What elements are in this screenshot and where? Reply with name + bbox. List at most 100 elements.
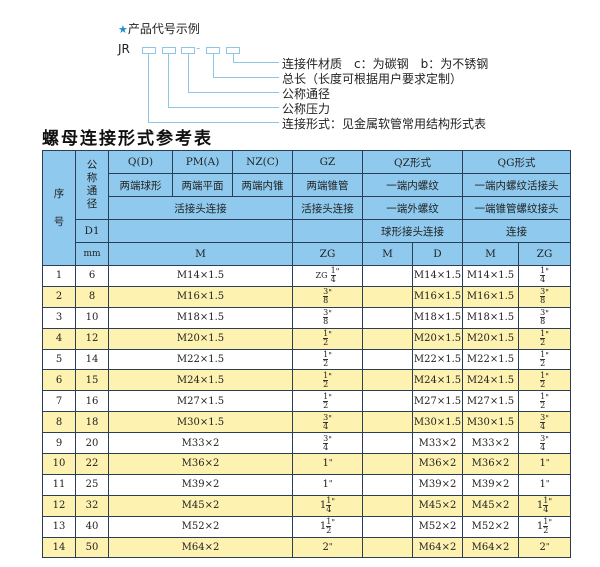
cell-qz-d: M18×1.5 bbox=[412, 306, 463, 329]
cell-qg-zg: 3 4 " bbox=[518, 432, 571, 455]
cell-qz-d: M33×2 bbox=[412, 432, 463, 455]
cell-qz-d: M27×1.5 bbox=[412, 390, 463, 413]
cell-m: M14×1.5 bbox=[108, 265, 293, 287]
cell-zg: 3 4 " bbox=[292, 432, 363, 455]
cell-m: M30×1.5 bbox=[108, 411, 293, 434]
cell-dn: 12 bbox=[75, 327, 109, 350]
label-pressure: 公称压力 bbox=[282, 102, 331, 116]
cell-qg-m: M27×1.5 bbox=[462, 390, 519, 413]
header-unit: ZG bbox=[518, 242, 571, 266]
header-ends: 一端内螺纹活接头 bbox=[462, 173, 571, 197]
cell-qz-m bbox=[362, 453, 413, 475]
cell-no: 3 bbox=[42, 306, 76, 329]
cell-dn: 18 bbox=[75, 411, 109, 434]
cell-qg-zg: 1 2 " bbox=[518, 327, 571, 350]
code-box bbox=[226, 47, 240, 54]
header-unit: mm bbox=[75, 242, 109, 266]
header-ends: 两端锥管 bbox=[292, 173, 363, 197]
cell-qg-m: M52×2 bbox=[462, 515, 519, 538]
cell-qg-m: M64×2 bbox=[462, 536, 519, 559]
cell-qg-zg: 1 2 " bbox=[518, 348, 571, 371]
cell-dn: 14 bbox=[75, 348, 109, 371]
header-conn: 一端外螺纹 bbox=[362, 196, 463, 220]
table-row: 5 14 M22×1.5 1 2 " M22×1.5 M22×1.5 1 2 " bbox=[42, 348, 571, 371]
cell-no: 6 bbox=[42, 369, 76, 392]
code-box bbox=[206, 47, 220, 54]
cell-no: 10 bbox=[42, 453, 76, 475]
cell-no: 9 bbox=[42, 432, 76, 455]
cell-dn: 6 bbox=[75, 265, 109, 287]
cell-m: M45×2 bbox=[108, 494, 293, 517]
cell-dn: 10 bbox=[75, 306, 109, 329]
cell-zg: 1" bbox=[292, 453, 363, 475]
cell-zg: 2" bbox=[292, 536, 363, 559]
cell-no: 5 bbox=[42, 348, 76, 371]
cell-qz-d: M64×2 bbox=[412, 536, 463, 559]
code-box bbox=[181, 47, 195, 54]
table-row: 3 10 M18×1.5 3 8 " M18×1.5 M18×1.5 3 8 " bbox=[42, 306, 571, 329]
cell-zg: 1 1 4 " bbox=[292, 494, 363, 517]
cell-zg: 1 2 " bbox=[292, 390, 363, 413]
header-type: QZ形式 bbox=[362, 150, 463, 174]
cell-zg: 3 8 " bbox=[292, 285, 363, 308]
cell-qz-m bbox=[362, 494, 413, 517]
code-box bbox=[142, 47, 156, 54]
cell-qz-m bbox=[362, 327, 413, 350]
header-unit: ZG bbox=[292, 242, 363, 266]
cell-qg-m: M24×1.5 bbox=[462, 369, 519, 392]
cell-no: 7 bbox=[42, 390, 76, 413]
table-row: 10 22 M36×2 1" M36×2 M36×2 1" bbox=[42, 453, 571, 475]
table-row: 8 18 M30×1.5 3 4 " M30×1.5 M30×1.5 3 4 " bbox=[42, 411, 571, 434]
cell-qg-m: M36×2 bbox=[462, 453, 519, 475]
cell-dn: 50 bbox=[75, 536, 109, 559]
cell-zg: 1 2 " bbox=[292, 369, 363, 392]
header-conn: 一端锥管螺纹接头 bbox=[462, 196, 571, 220]
header-ends: 两端球形 bbox=[108, 173, 173, 197]
cell-qz-m bbox=[362, 348, 413, 371]
label-length: 总长（长度可根据用户要求定制） bbox=[282, 72, 463, 86]
cell-qz-d: M24×1.5 bbox=[412, 369, 463, 392]
cell-qg-m: M45×2 bbox=[462, 494, 519, 517]
code-prefix: JR bbox=[118, 42, 130, 56]
cell-qg-m: M20×1.5 bbox=[462, 327, 519, 350]
cell-qg-zg: 1" bbox=[518, 453, 571, 475]
cell-no: 4 bbox=[42, 327, 76, 350]
cell-zg: ZG 1 4 " bbox=[292, 265, 363, 287]
cell-dn: 16 bbox=[75, 390, 109, 413]
cell-qz-d: M30×1.5 bbox=[412, 411, 463, 434]
cell-qz-d: M20×1.5 bbox=[412, 327, 463, 350]
cell-qg-zg: 1 2 " bbox=[518, 369, 571, 392]
cell-m: M22×1.5 bbox=[108, 348, 293, 371]
example-heading: ★产品代号示例 bbox=[118, 22, 200, 36]
cell-m: M18×1.5 bbox=[108, 306, 293, 329]
label-diameter: 公称通径 bbox=[282, 87, 331, 101]
cell-no: 14 bbox=[42, 536, 76, 559]
cell-m: M20×1.5 bbox=[108, 327, 293, 350]
cell-qz-m bbox=[362, 369, 413, 392]
header-conn: 活接头连接 bbox=[108, 196, 293, 220]
cell-qz-m bbox=[362, 390, 413, 413]
cell-qg-m: M30×1.5 bbox=[462, 411, 519, 434]
cell-zg: 1 2 " bbox=[292, 327, 363, 350]
cell-dn: 25 bbox=[75, 473, 109, 496]
cell-qg-m: M18×1.5 bbox=[462, 306, 519, 329]
cell-dn: 15 bbox=[75, 369, 109, 392]
table-row: 13 40 M52×2 1 1 2 " M52×2 M52×2 1 1 2 " bbox=[42, 515, 571, 538]
cell-qz-m bbox=[362, 265, 413, 287]
cell-dn: 32 bbox=[75, 494, 109, 517]
cell-m: M16×1.5 bbox=[108, 285, 293, 308]
cell-qg-zg: 1" bbox=[518, 473, 571, 496]
header-type: GZ bbox=[292, 150, 363, 174]
